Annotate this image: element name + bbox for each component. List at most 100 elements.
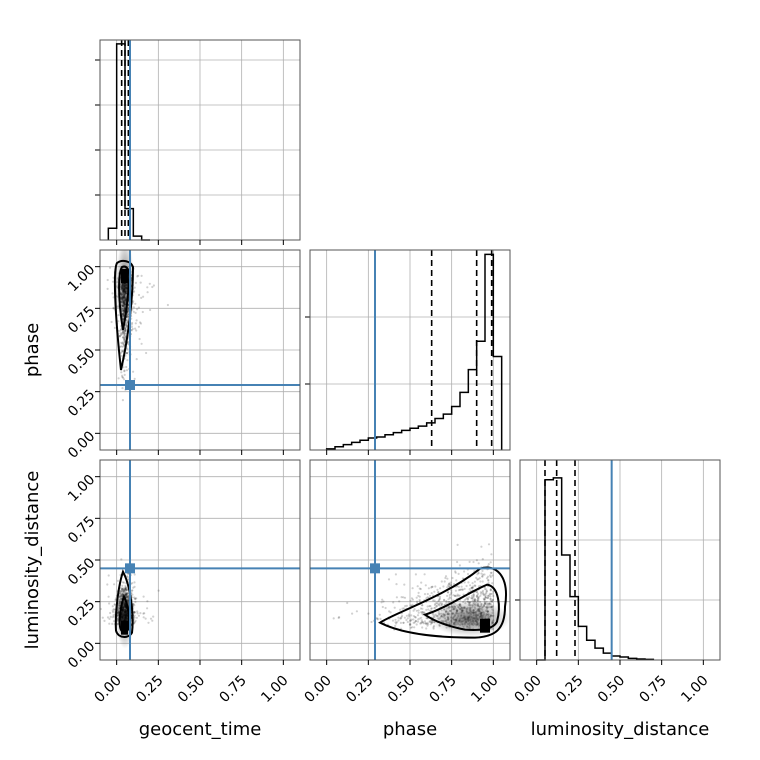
scatter-point: [133, 585, 136, 588]
scatter-point: [417, 591, 420, 595]
scatter-point: [488, 592, 491, 596]
scatter-panel-phase-vs-luminosity_distance: [309, 459, 511, 661]
xtick-label: 0.75: [637, 673, 670, 706]
scatter-point: [466, 572, 470, 576]
scatter-point: [490, 600, 493, 603]
scatter-point: [481, 580, 484, 583]
scatter-point: [123, 330, 126, 333]
scatter-point: [473, 598, 476, 601]
scatter-point: [124, 584, 127, 588]
xtick-label: 0.00: [512, 673, 545, 706]
scatter-point: [414, 573, 417, 576]
scatter-point: [139, 322, 143, 325]
scatter-point: [477, 595, 481, 599]
xtick-label: 0.50: [595, 673, 628, 706]
scatter-point: [435, 601, 438, 605]
scatter-point: [367, 612, 370, 615]
scatter-point: [472, 594, 475, 598]
scatter-point: [408, 623, 411, 626]
scatter-point: [133, 377, 136, 380]
scatter-point: [112, 306, 115, 309]
scatter-point: [491, 599, 494, 602]
scatter-point: [395, 583, 398, 586]
scatter-point: [113, 326, 116, 329]
scatter-point: [426, 621, 429, 625]
scatter-point: [122, 343, 125, 346]
scatter-point: [414, 619, 417, 623]
scatter-point: [425, 617, 428, 620]
scatter-point: [418, 617, 421, 620]
scatter-point: [403, 596, 407, 599]
scatter-point: [448, 582, 451, 586]
scatter-point: [121, 387, 124, 390]
scatter-point: [120, 333, 123, 336]
xtick-label: 1.00: [678, 673, 711, 706]
scatter-point: [140, 274, 143, 277]
scatter-point: [136, 308, 139, 311]
scatter-point: [447, 600, 450, 604]
scatter-point: [455, 579, 458, 582]
scatter-point: [144, 617, 147, 620]
scatter-layer: [100, 558, 160, 649]
scatter-point: [376, 617, 379, 620]
scatter-point: [489, 595, 492, 598]
scatter-point: [112, 296, 115, 299]
scatter-point: [471, 582, 474, 585]
scatter-point: [414, 620, 417, 623]
scatter-point: [485, 590, 488, 593]
scatter-point: [134, 600, 137, 604]
scatter-point: [489, 598, 492, 601]
scatter-point: [454, 594, 457, 597]
scatter-point: [121, 399, 124, 402]
scatter-point: [123, 369, 126, 372]
scatter-point: [437, 600, 440, 603]
scatter-point: [489, 561, 492, 564]
scatter-point: [131, 593, 134, 596]
scatter-point: [139, 321, 142, 324]
xtick-label: 0.50: [175, 673, 208, 706]
scatter-point: [438, 598, 441, 601]
scatter-point: [111, 292, 114, 295]
scatter-point: [151, 285, 154, 289]
scatter-point: [450, 591, 453, 594]
scatter-point: [432, 627, 435, 630]
scatter-point: [491, 582, 494, 585]
scatter-point: [120, 333, 123, 336]
scatter-point: [125, 587, 128, 590]
scatter-point: [483, 598, 486, 601]
scatter-point: [430, 607, 433, 610]
scatter-point: [447, 591, 450, 594]
histogram-luminosity_distance: [536, 477, 655, 661]
scatter-point: [422, 622, 425, 625]
scatter-point: [413, 608, 416, 611]
scatter-point: [402, 596, 405, 599]
scatter-point: [461, 588, 464, 591]
scatter-point: [473, 598, 477, 601]
scatter-point: [457, 572, 460, 576]
scatter-point: [121, 341, 125, 344]
scatter-point: [466, 598, 469, 601]
ytick-label: 0.75: [65, 303, 98, 336]
scatter-point: [483, 594, 486, 597]
scatter-point: [451, 576, 454, 580]
scatter-point: [465, 584, 468, 588]
scatter-point: [491, 600, 494, 604]
scatter-point: [120, 354, 123, 357]
ytick-label: 0.00: [65, 638, 98, 671]
scatter-point: [429, 609, 432, 612]
scatter-point: [466, 597, 469, 601]
scatter-point: [146, 291, 149, 294]
scatter-point: [123, 332, 126, 335]
scatter-point: [418, 600, 421, 603]
density-peak: [121, 620, 128, 635]
scatter-point: [476, 591, 479, 594]
scatter-point: [459, 588, 462, 591]
scatter-point: [430, 607, 433, 610]
scatter-point: [132, 370, 135, 373]
scatter-point: [134, 302, 137, 305]
scatter-point: [453, 594, 457, 598]
scatter-point: [106, 278, 109, 282]
scatter-point: [394, 621, 397, 624]
scatter-point: [124, 329, 128, 332]
scatter-point: [447, 598, 450, 601]
